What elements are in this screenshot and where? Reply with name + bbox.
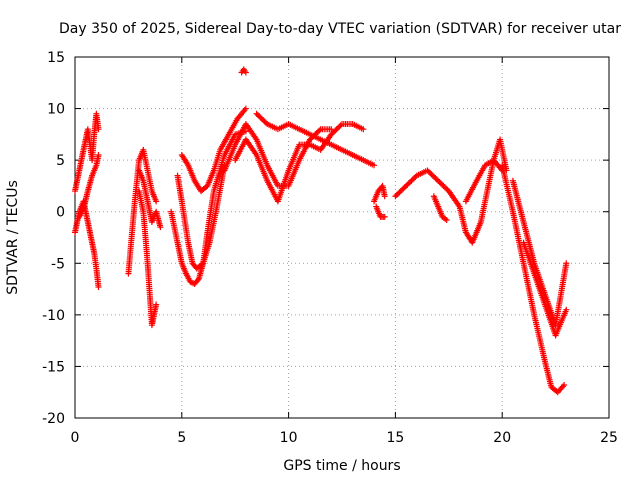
data-point <box>561 381 568 388</box>
data-point <box>337 122 344 129</box>
data-point <box>563 306 570 313</box>
grid-lines <box>75 57 609 418</box>
series-dip-5h-a <box>168 128 249 287</box>
y-tick-label: 15 <box>47 50 65 66</box>
data-point <box>262 119 269 126</box>
x-tick-label: 0 <box>71 430 80 446</box>
series-dip-5h-b <box>174 162 228 272</box>
series-arcs-3h-b <box>136 188 160 329</box>
series-arc-17h-scatter <box>430 193 450 223</box>
y-tick-label: 10 <box>47 102 65 118</box>
x-tick-label: 20 <box>493 430 511 446</box>
x-tick-label: 15 <box>386 430 404 446</box>
data-point <box>95 151 102 158</box>
data-point <box>153 301 160 308</box>
data-point <box>194 277 201 284</box>
series-hump-18-20h-a <box>445 136 510 246</box>
data-point <box>95 126 102 133</box>
series-descent-20-23h-b <box>509 177 570 329</box>
series-early-arcs-a <box>72 110 102 195</box>
data-point <box>563 260 570 267</box>
x-tick-label: 5 <box>177 430 186 446</box>
data-point <box>95 284 102 291</box>
series-arc-15-17h <box>392 167 452 200</box>
series-wave-8-11h-a <box>221 121 335 189</box>
series-arc-14h <box>371 182 388 205</box>
plot-area-frame <box>74 56 610 419</box>
x-tick-label: 25 <box>600 430 618 446</box>
data-point <box>381 213 388 220</box>
series-spike-8h <box>238 66 249 76</box>
data-point <box>153 198 160 205</box>
y-tick-label: -20 <box>42 411 65 427</box>
x-tick-label: 10 <box>280 430 298 446</box>
data-point <box>242 105 249 112</box>
series-arcs-3h-a <box>125 146 160 277</box>
data-point <box>316 127 323 134</box>
series-upper-9-13h <box>253 110 378 169</box>
data-point <box>157 224 164 231</box>
axis-ticks: 0 5 10 15 20 25 -20 -15 -10 -5 0 5 10 15 <box>42 50 618 446</box>
data-point <box>412 173 419 180</box>
y-tick-label: 5 <box>56 153 65 169</box>
series-hump-18-20h-b <box>462 157 506 205</box>
series-early-arcs-b <box>72 198 102 291</box>
data-point <box>242 69 249 76</box>
x-axis-label: GPS time / hours <box>283 458 400 474</box>
data-point <box>360 126 367 133</box>
series-descent-20-23h-a <box>499 162 568 396</box>
y-tick-label: 0 <box>56 205 65 221</box>
series-bump-6h <box>178 105 249 195</box>
data-point <box>371 162 378 169</box>
y-tick-label: -5 <box>51 256 65 272</box>
chart-title: Day 350 of 2025, Sidereal Day-to-day VTE… <box>59 21 621 37</box>
y-tick-label: -15 <box>42 359 65 375</box>
series-descent-20-23h-c <box>520 239 570 339</box>
y-tick-label: -10 <box>42 308 65 324</box>
y-axis-label: SDTVAR / TECUs <box>5 180 21 295</box>
series-early-arcs-c <box>76 151 102 220</box>
series-arc-14h-low <box>373 203 388 220</box>
series-arcs-3h-c <box>136 167 164 231</box>
data-point <box>443 216 450 223</box>
data-points <box>72 66 570 396</box>
data-point <box>381 193 388 200</box>
